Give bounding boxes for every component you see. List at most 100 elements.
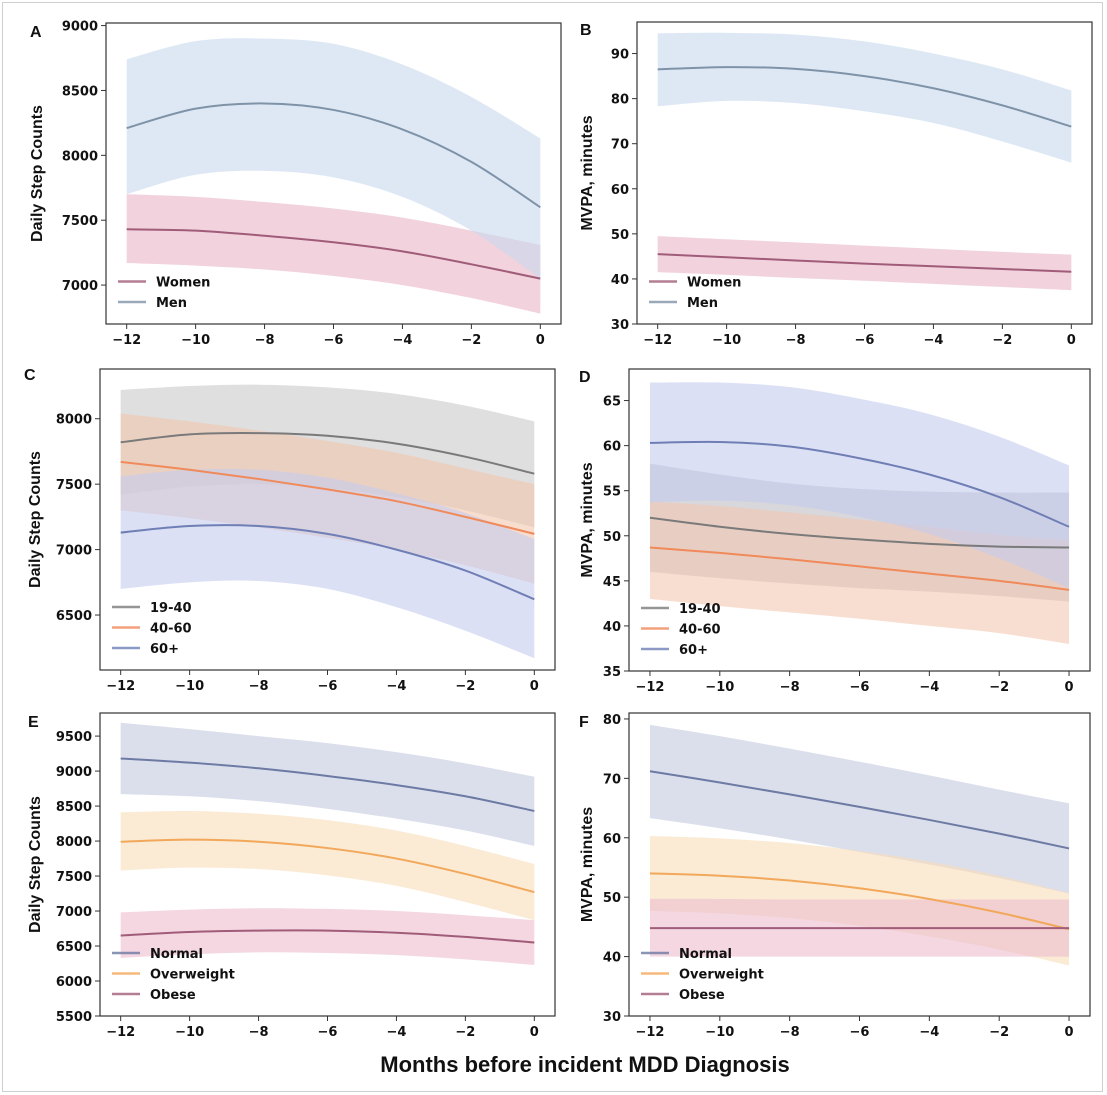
x-tick-label: −4 — [923, 333, 943, 348]
confidence-band-men — [126, 38, 541, 279]
y-tick-label: 7500 — [56, 478, 92, 493]
y-tick-label: 30 — [603, 1010, 621, 1025]
y-tick-label: 90 — [611, 48, 629, 63]
series-line-women — [657, 253, 1072, 273]
legend-label: Men — [156, 296, 187, 311]
y-tick-label: 8500 — [62, 84, 98, 99]
x-tick-label: −2 — [992, 333, 1012, 348]
y-tick-label: 55 — [603, 485, 621, 500]
y-tick-label: 60 — [603, 832, 621, 847]
panel-e: −12 −10 −8 −6 −4 −2 0 5500 6000 6500 7000 7500 8000 8… — [27, 712, 556, 1040]
panel-letter: F — [579, 714, 589, 731]
confidence-band-60- — [649, 382, 1070, 589]
confidence-band-men — [657, 32, 1072, 163]
legend-label: Men — [687, 296, 718, 311]
x-tick-label: 0 — [530, 679, 539, 694]
y-tick-label: 9500 — [56, 730, 92, 745]
x-tick-label: −10 — [705, 680, 734, 695]
series-line-19-40 — [649, 516, 1070, 549]
legend-label: 60+ — [679, 643, 708, 658]
x-tick-label: −6 — [318, 1025, 338, 1040]
x-tick-label: −4 — [392, 333, 412, 348]
y-tick-label: 7000 — [56, 544, 92, 559]
shared-x-axis-label: Months before incident MDD Diagnosis — [380, 1052, 790, 1077]
series-line-40-60 — [120, 460, 535, 535]
y-axis-label: MVPA, minutes — [579, 462, 596, 577]
x-tick-label: −6 — [324, 333, 344, 348]
confidence-band-women — [126, 194, 541, 314]
legend: Women Men — [118, 276, 210, 311]
x-tick-label: −10 — [181, 333, 210, 348]
legend-label: Normal — [679, 947, 732, 962]
legend-label: Obese — [679, 988, 725, 1003]
legend-label: Overweight — [679, 968, 764, 983]
series-line-overweight — [120, 838, 535, 894]
series-line-women — [126, 228, 541, 280]
legend-label: 40-60 — [679, 623, 721, 638]
y-tick-label: 9000 — [62, 20, 98, 35]
y-tick-label: 60 — [603, 440, 621, 455]
x-tick-label: −4 — [386, 679, 406, 694]
x-tick-label: −12 — [106, 679, 135, 694]
y-tick-label: 80 — [611, 93, 629, 108]
panel-a: −12 −10 −8 −6 −4 −2 0 7000 7500 8000 8500 9000 Daily… — [29, 20, 562, 348]
y-tick-label: 65 — [603, 395, 621, 410]
y-tick-label: 8000 — [62, 149, 98, 164]
x-tick-label: −4 — [919, 680, 939, 695]
x-tick-label: −2 — [989, 1025, 1009, 1040]
y-tick-label: 8000 — [56, 835, 92, 850]
panel-letter: C — [24, 367, 36, 384]
x-tick-label: −8 — [786, 333, 806, 348]
x-tick-label: −8 — [780, 680, 800, 695]
series-line-60- — [120, 524, 535, 601]
x-tick-label: −6 — [855, 333, 875, 348]
y-tick-label: 9000 — [56, 765, 92, 780]
x-tick-label: −12 — [106, 1025, 135, 1040]
panel-d: −12 −10 −8 −6 −4 −2 0 35 40 45 50 55 60 65 MVPA, minut… — [579, 368, 1091, 695]
y-tick-label: 6500 — [56, 940, 92, 955]
x-tick-label: 0 — [1065, 680, 1074, 695]
x-tick-label: −8 — [255, 333, 275, 348]
legend-label: Obese — [150, 988, 196, 1003]
y-tick-label: 7500 — [62, 214, 98, 229]
x-tick-label: −10 — [175, 1025, 204, 1040]
legend-label: 19-40 — [150, 601, 192, 616]
x-tick-label: −2 — [989, 680, 1009, 695]
x-tick-label: 0 — [1065, 1025, 1074, 1040]
y-axis-label: MVPA, minutes — [579, 807, 596, 922]
y-tick-label: 45 — [603, 575, 621, 590]
x-tick-label: 0 — [536, 333, 545, 348]
y-tick-label: 40 — [603, 951, 621, 966]
x-tick-label: −4 — [386, 1025, 406, 1040]
series-line-40-60 — [649, 546, 1070, 591]
x-tick-label: −4 — [919, 1025, 939, 1040]
legend-label: 19-40 — [679, 602, 721, 617]
y-tick-label: 8000 — [56, 413, 92, 428]
confidence-band-normal — [649, 724, 1070, 894]
panel-letter: A — [30, 24, 42, 41]
legend-label: 40-60 — [150, 622, 192, 637]
x-tick-label: −10 — [712, 333, 741, 348]
x-tick-label: −10 — [705, 1025, 734, 1040]
series-line-60- — [649, 440, 1070, 528]
series-line-obese — [120, 929, 535, 944]
panel-letter: E — [28, 714, 39, 731]
x-tick-label: −2 — [455, 679, 475, 694]
legend: Normal Overweight Obese — [641, 947, 764, 1003]
x-tick-label: −8 — [780, 1025, 800, 1040]
legend: Normal Overweight Obese — [112, 947, 235, 1003]
confidence-band-obese — [120, 908, 535, 965]
y-tick-label: 7000 — [62, 279, 98, 294]
legend-label: Women — [687, 276, 741, 291]
legend-label: Women — [156, 276, 210, 291]
x-tick-label: −8 — [249, 679, 269, 694]
x-tick-label: −10 — [175, 679, 204, 694]
x-tick-label: −6 — [850, 1025, 870, 1040]
x-tick-label: 0 — [1067, 333, 1076, 348]
legend: Women Men — [649, 276, 741, 311]
legend-label: 60+ — [150, 642, 179, 657]
confidence-band-overweight — [120, 810, 535, 921]
panel-b: −12 −10 −8 −6 −4 −2 0 30 40 50 60 70 80 90 MVPA, minut… — [579, 21, 1093, 348]
